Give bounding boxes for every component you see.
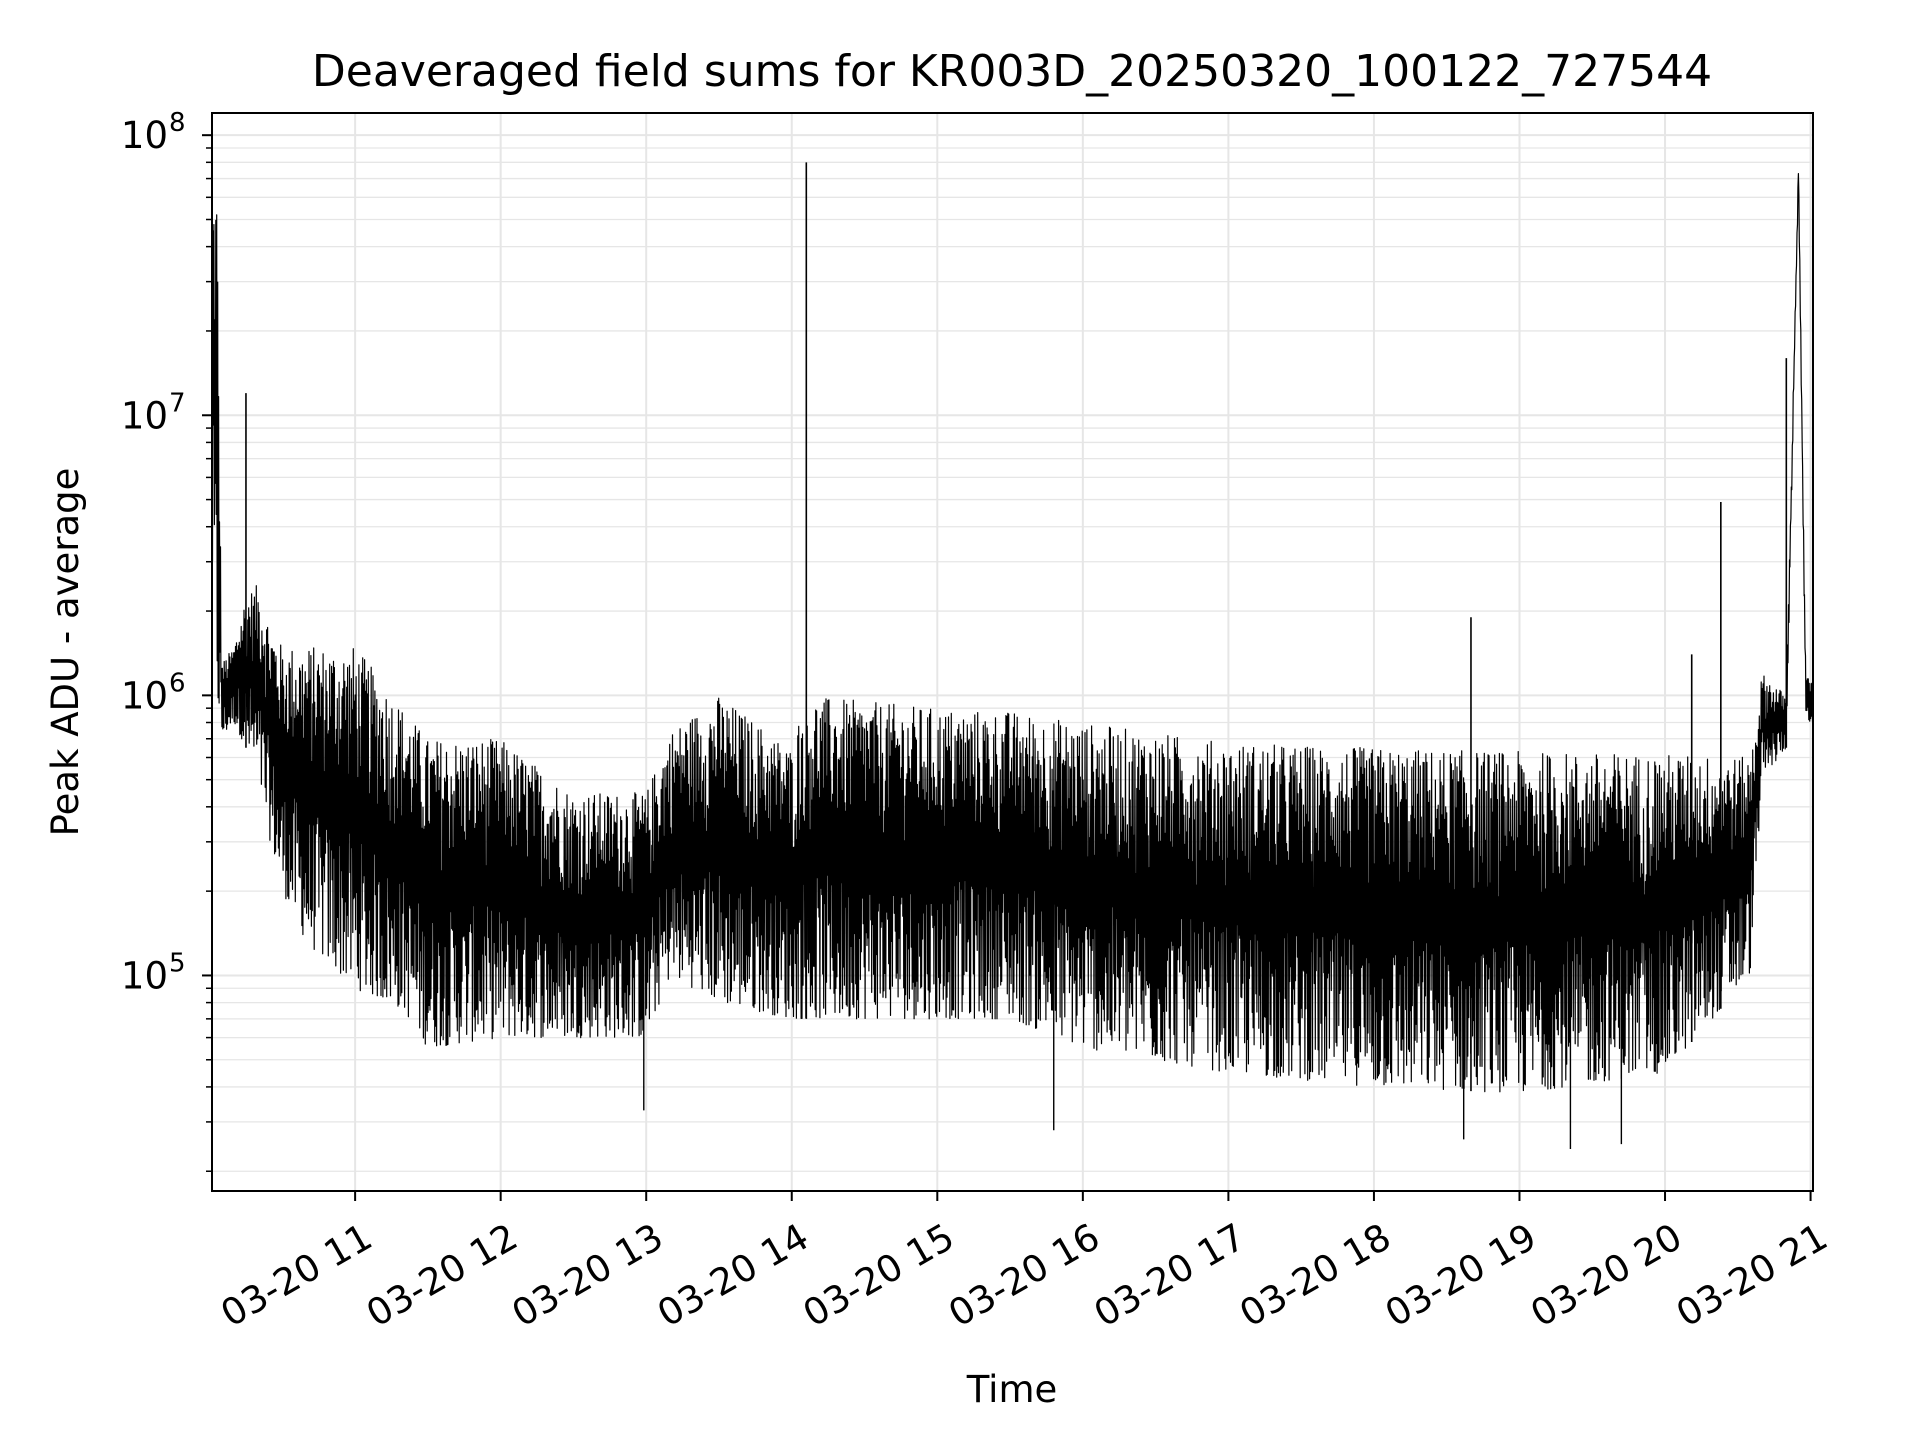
y-tick-label: 10 5 [121, 948, 186, 997]
y-tick-exponent: 5 [169, 948, 186, 978]
series-trace [211, 173, 1814, 1093]
y-tick-label: 10 6 [121, 668, 186, 717]
y-tick-exponent: 8 [169, 108, 186, 138]
x-tick-label: 03-20 18 [1232, 1215, 1398, 1335]
x-tick-label: 03-20 17 [1087, 1215, 1253, 1335]
y-tick-label: 10 7 [121, 388, 186, 437]
y-tick-base: 10 [121, 394, 168, 437]
y-tick-base: 10 [121, 114, 168, 157]
y-tick-exponent: 6 [169, 668, 186, 698]
x-tick-label: 03-20 14 [650, 1215, 816, 1335]
y-axis-label: Peak ADU - average [44, 468, 87, 837]
x-tick-label: 03-20 20 [1524, 1215, 1690, 1335]
x-axis-label: Time [966, 1368, 1058, 1411]
chart-title: Deaveraged field sums for KR003D_2025032… [312, 46, 1712, 97]
x-tick-label: 03-20 16 [941, 1215, 1107, 1335]
x-tick-label: 03-20 21 [1669, 1215, 1835, 1335]
y-tick-base: 10 [121, 674, 168, 717]
x-tick-label: 03-20 15 [796, 1215, 962, 1335]
x-tick-label: 03-20 13 [505, 1215, 671, 1335]
x-tick-label: 03-20 12 [359, 1215, 525, 1335]
plot-frame [211, 112, 1814, 1192]
y-tick-label: 10 8 [121, 108, 186, 157]
x-tick-label: 03-20 19 [1378, 1215, 1544, 1335]
series-line [211, 162, 1814, 1150]
y-tick-base: 10 [121, 954, 168, 997]
x-tick-label: 03-20 11 [214, 1215, 380, 1335]
y-tick-exponent: 7 [169, 388, 186, 418]
